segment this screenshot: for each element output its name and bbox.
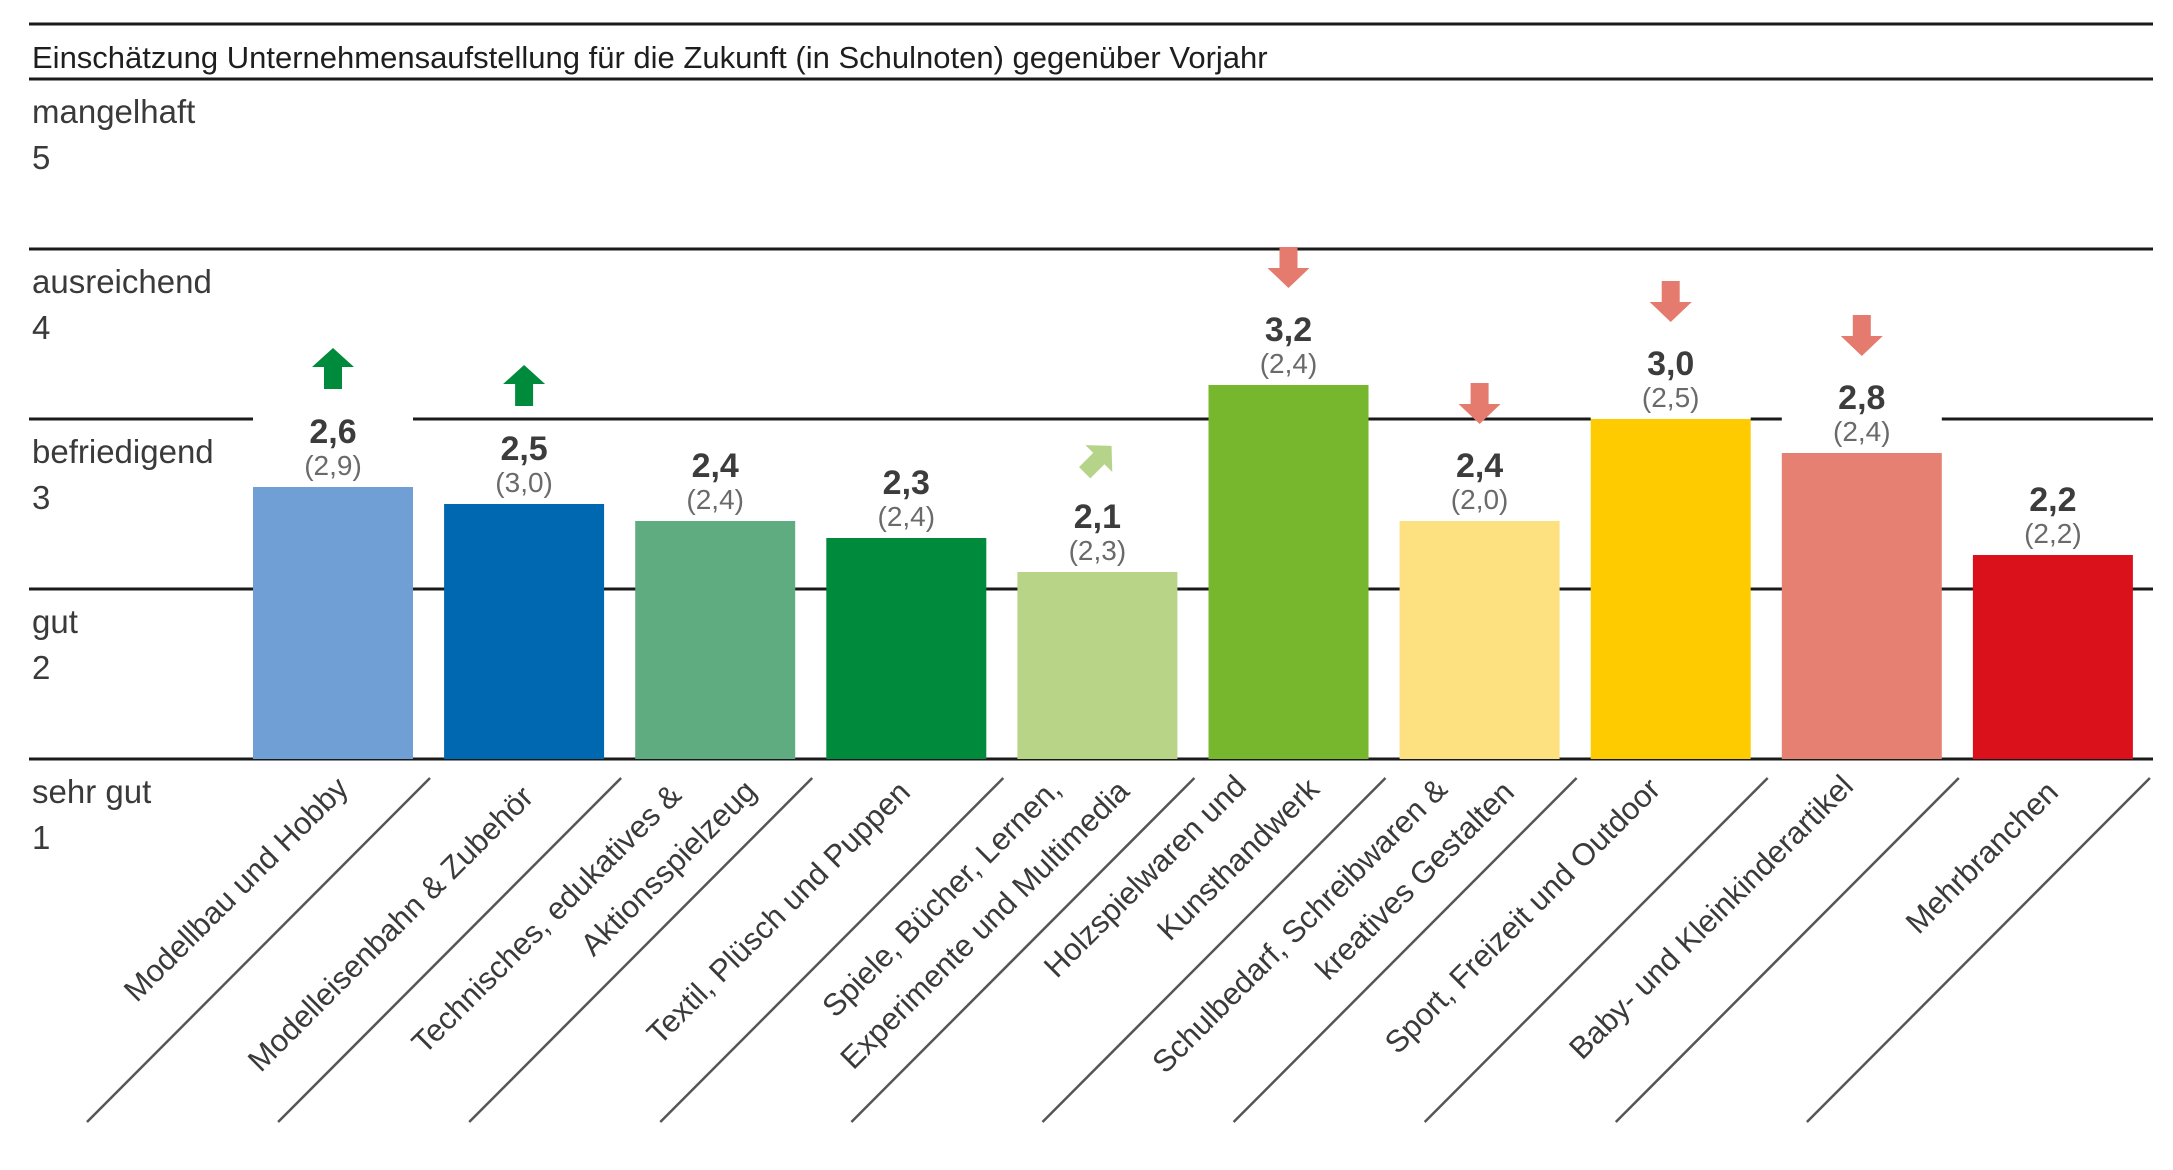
label-background: [1972, 473, 2133, 555]
label-background: [826, 456, 987, 538]
previous-year-label: (2,0): [1451, 484, 1509, 515]
chart-title: Einschätzung Unternehmensaufstellung für…: [32, 40, 1268, 75]
previous-year-label: (2,4): [1260, 348, 1318, 379]
y-tick-number: 3: [32, 479, 50, 516]
bar-9: [1781, 453, 1942, 759]
y-tick-label: sehr gut: [32, 773, 151, 810]
y-tick-number: 4: [32, 309, 50, 346]
previous-year-label: (2,4): [686, 484, 744, 515]
category-separator: [86, 777, 431, 1123]
previous-year-label: (3,0): [495, 467, 553, 498]
bar-8: [1590, 419, 1751, 759]
value-label: 2,4: [692, 447, 739, 485]
value-label: 2,1: [1074, 498, 1121, 536]
bar-7: [1399, 521, 1560, 759]
y-tick-label: gut: [32, 603, 78, 640]
category-separator: [468, 777, 814, 1123]
value-label: 3,0: [1647, 345, 1694, 383]
y-axis-labels: mangelhaft 5 ausreichend 4 befriedigend 3 gut 2…: [32, 93, 214, 856]
label-background: [1017, 490, 1178, 572]
bar-1: [253, 487, 413, 759]
previous-year-label: (2,3): [1069, 535, 1127, 566]
arrow-down-icon: [1840, 315, 1883, 356]
arrow-up-icon: [312, 348, 354, 389]
category-separator: [1806, 777, 2151, 1123]
previous-year-label: (2,2): [2024, 518, 2082, 549]
category-separator: [1041, 777, 1387, 1123]
category-separator: [1232, 777, 1578, 1123]
bar-3: [635, 521, 796, 759]
previous-year-label: (2,9): [304, 450, 362, 481]
value-label: 2,8: [1838, 379, 1885, 417]
value-label: 3,2: [1265, 311, 1312, 349]
label-background: [635, 439, 796, 521]
y-tick-number: 1: [32, 819, 50, 856]
bar-10: [1972, 555, 2133, 759]
y-tick-number: 5: [32, 139, 50, 176]
bars: [253, 385, 2133, 759]
label-background: [1590, 337, 1751, 419]
arrow-down-icon: [1458, 383, 1501, 424]
value-label: 2,6: [309, 413, 356, 451]
label-background: [253, 405, 413, 487]
category-separator: [1614, 777, 1960, 1123]
previous-year-label: (2,5): [1642, 382, 1700, 413]
arrow-up-right-icon: [1079, 445, 1113, 479]
bar-6: [1208, 385, 1369, 759]
arrow-down-icon: [1267, 247, 1310, 288]
label-background: [1781, 371, 1942, 453]
value-label: 2,2: [2029, 481, 2076, 519]
y-tick-number: 2: [32, 649, 50, 686]
y-tick-label: befriedigend: [32, 433, 214, 470]
label-background: [444, 422, 605, 504]
y-tick-label: ausreichend: [32, 263, 212, 300]
previous-year-label: (2,4): [878, 501, 936, 532]
category-separator: [1423, 777, 1769, 1123]
category-separator: [850, 777, 1196, 1123]
category-separators: [86, 777, 2151, 1123]
bar-5: [1017, 572, 1178, 759]
bar-labels: 2,6(2,9) 2,5(3,0) 2,4(2,4) 2,3(2,4) 2,1(2,3)…: [253, 303, 2133, 572]
value-label: 2,5: [500, 430, 547, 468]
y-tick-label: mangelhaft: [32, 93, 195, 130]
trend-arrows: [312, 247, 1883, 479]
bar-2: [444, 504, 605, 759]
value-label: 2,4: [1456, 447, 1503, 485]
arrow-down-icon: [1649, 281, 1692, 322]
bar-4: [826, 538, 987, 759]
label-background: [1399, 439, 1560, 521]
label-background: [1208, 303, 1369, 385]
previous-year-label: (2,4): [1833, 416, 1891, 447]
value-label: 2,3: [883, 464, 930, 502]
category-separator: [659, 777, 1005, 1123]
arrow-up-icon: [503, 365, 546, 406]
category-separator: [277, 777, 622, 1123]
